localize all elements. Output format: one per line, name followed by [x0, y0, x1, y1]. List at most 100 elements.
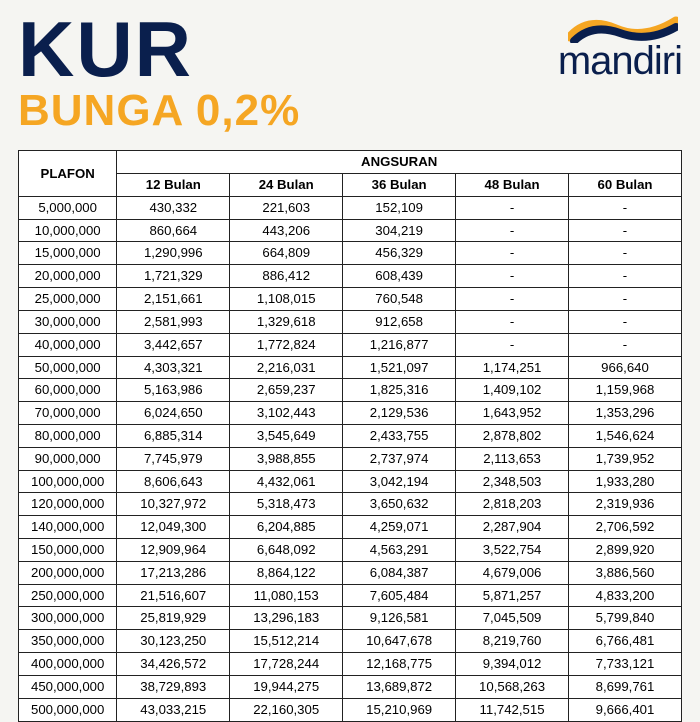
cell-plafon: 150,000,000: [19, 539, 117, 562]
cell-plafon: 140,000,000: [19, 516, 117, 539]
cell-value: 8,864,122: [230, 561, 343, 584]
cell-value: 221,603: [230, 196, 343, 219]
cell-value: 21,516,607: [117, 584, 230, 607]
cell-value: -: [456, 242, 569, 265]
cell-value: 2,433,755: [343, 424, 456, 447]
table-row: 80,000,0006,885,3143,545,6492,433,7552,8…: [19, 424, 682, 447]
cell-value: 43,033,215: [117, 698, 230, 721]
cell-value: 8,219,760: [456, 630, 569, 653]
cell-value: -: [569, 242, 682, 265]
cell-value: 4,259,071: [343, 516, 456, 539]
cell-value: 1,290,996: [117, 242, 230, 265]
cell-value: 13,689,872: [343, 675, 456, 698]
col-period-header: 24 Bulan: [230, 174, 343, 197]
cell-value: 152,109: [343, 196, 456, 219]
cell-plafon: 500,000,000: [19, 698, 117, 721]
cell-plafon: 30,000,000: [19, 310, 117, 333]
cell-value: 3,442,657: [117, 333, 230, 356]
cell-value: 2,818,203: [456, 493, 569, 516]
cell-plafon: 50,000,000: [19, 356, 117, 379]
cell-value: 664,809: [230, 242, 343, 265]
cell-value: 4,303,321: [117, 356, 230, 379]
cell-value: 3,102,443: [230, 402, 343, 425]
cell-value: 8,606,643: [117, 470, 230, 493]
cell-value: 3,988,855: [230, 447, 343, 470]
cell-plafon: 200,000,000: [19, 561, 117, 584]
cell-value: 2,878,802: [456, 424, 569, 447]
main-title: KUR: [18, 14, 193, 84]
table-row: 100,000,0008,606,6434,432,0613,042,1942,…: [19, 470, 682, 493]
cell-value: 9,126,581: [343, 607, 456, 630]
cell-plafon: 40,000,000: [19, 333, 117, 356]
cell-value: 22,160,305: [230, 698, 343, 721]
cell-value: 1,643,952: [456, 402, 569, 425]
cell-value: 2,151,661: [117, 288, 230, 311]
cell-value: 2,113,653: [456, 447, 569, 470]
table-row: 200,000,00017,213,2868,864,1226,084,3874…: [19, 561, 682, 584]
cell-plafon: 120,000,000: [19, 493, 117, 516]
cell-value: 1,546,624: [569, 424, 682, 447]
cell-value: -: [456, 265, 569, 288]
cell-value: 7,745,979: [117, 447, 230, 470]
cell-value: 34,426,572: [117, 653, 230, 676]
cell-value: 19,944,275: [230, 675, 343, 698]
table-row: 250,000,00021,516,60711,080,1537,605,484…: [19, 584, 682, 607]
cell-value: -: [456, 196, 569, 219]
cell-value: 4,563,291: [343, 539, 456, 562]
cell-plafon: 25,000,000: [19, 288, 117, 311]
col-period-header: 36 Bulan: [343, 174, 456, 197]
cell-value: 1,174,251: [456, 356, 569, 379]
cell-value: 1,159,968: [569, 379, 682, 402]
brand-logo: mandiri: [558, 15, 682, 84]
cell-value: 6,766,481: [569, 630, 682, 653]
cell-value: 9,666,401: [569, 698, 682, 721]
cell-value: 6,648,092: [230, 539, 343, 562]
table-row: 20,000,0001,721,329886,412608,439--: [19, 265, 682, 288]
cell-value: 10,568,263: [456, 675, 569, 698]
col-angsuran-header: ANGSURAN: [117, 151, 682, 174]
cell-value: 1,739,952: [569, 447, 682, 470]
cell-value: 17,213,286: [117, 561, 230, 584]
cell-value: 7,045,509: [456, 607, 569, 630]
table-row: 500,000,00043,033,21522,160,30515,210,96…: [19, 698, 682, 721]
table-row: 70,000,0006,024,6503,102,4432,129,5361,6…: [19, 402, 682, 425]
cell-value: -: [569, 219, 682, 242]
table-row: 40,000,0003,442,6571,772,8241,216,877--: [19, 333, 682, 356]
col-plafon-header: PLAFON: [19, 151, 117, 197]
cell-value: 25,819,929: [117, 607, 230, 630]
table-row: 60,000,0005,163,9862,659,2371,825,3161,4…: [19, 379, 682, 402]
cell-value: 12,909,964: [117, 539, 230, 562]
cell-value: 886,412: [230, 265, 343, 288]
cell-value: -: [456, 310, 569, 333]
cell-value: -: [456, 333, 569, 356]
table-row: 50,000,0004,303,3212,216,0311,521,0971,1…: [19, 356, 682, 379]
cell-plafon: 10,000,000: [19, 219, 117, 242]
cell-value: -: [569, 310, 682, 333]
cell-value: 6,084,387: [343, 561, 456, 584]
cell-value: -: [456, 219, 569, 242]
cell-value: 6,885,314: [117, 424, 230, 447]
cell-plafon: 5,000,000: [19, 196, 117, 219]
period-header-row: 12 Bulan24 Bulan36 Bulan48 Bulan60 Bulan: [19, 174, 682, 197]
cell-value: 2,348,503: [456, 470, 569, 493]
cell-value: 1,353,296: [569, 402, 682, 425]
table-row: 150,000,00012,909,9646,648,0924,563,2913…: [19, 539, 682, 562]
table-row: 30,000,0002,581,9931,329,618912,658--: [19, 310, 682, 333]
cell-value: 2,287,904: [456, 516, 569, 539]
cell-plafon: 90,000,000: [19, 447, 117, 470]
cell-value: 3,886,560: [569, 561, 682, 584]
cell-value: 2,319,936: [569, 493, 682, 516]
cell-plafon: 400,000,000: [19, 653, 117, 676]
cell-value: 15,210,969: [343, 698, 456, 721]
cell-value: 30,123,250: [117, 630, 230, 653]
cell-value: 443,206: [230, 219, 343, 242]
col-period-header: 12 Bulan: [117, 174, 230, 197]
cell-value: 1,933,280: [569, 470, 682, 493]
cell-value: 1,409,102: [456, 379, 569, 402]
cell-value: 1,721,329: [117, 265, 230, 288]
cell-value: 3,545,649: [230, 424, 343, 447]
cell-plafon: 15,000,000: [19, 242, 117, 265]
table-row: 350,000,00030,123,25015,512,21410,647,67…: [19, 630, 682, 653]
cell-value: 2,659,237: [230, 379, 343, 402]
table-row: 10,000,000860,664443,206304,219--: [19, 219, 682, 242]
